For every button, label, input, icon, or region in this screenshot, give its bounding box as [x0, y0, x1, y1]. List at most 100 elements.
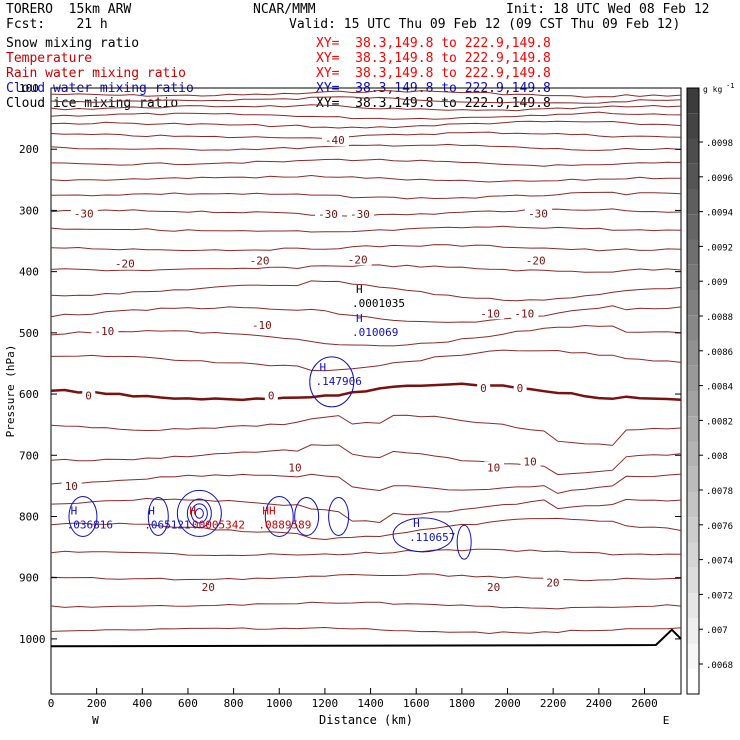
maximum-value: .00005342	[185, 519, 245, 532]
colorbar-cell	[687, 441, 699, 467]
colorbar-cell	[687, 239, 699, 265]
cloud-water-contour	[147, 496, 169, 536]
maximum-marker: H	[413, 517, 420, 530]
colorbar-unit-exponent: -1	[726, 82, 734, 90]
colorbar-cell	[687, 567, 699, 593]
isotherm-line	[50, 143, 682, 151]
x-tick-label: 2400	[586, 697, 613, 710]
forecast-hour: Fcst: 21 h	[6, 17, 108, 32]
colorbar-cell	[687, 618, 699, 644]
temperature-label-bg	[70, 207, 98, 220]
center-title: NCAR/MMM	[253, 2, 316, 17]
y-tick-label: 700	[19, 449, 39, 462]
colorbar-cell	[687, 365, 699, 391]
x-tick-label: 1200	[312, 697, 339, 710]
rain-core-contour	[186, 498, 212, 529]
maximum-value: .0001035	[352, 297, 405, 310]
rain-core-contour	[194, 508, 204, 519]
y-tick-label: 500	[19, 327, 39, 340]
colorbar-cell	[687, 163, 699, 189]
isotherm-line	[50, 89, 682, 98]
temperature-label: 0	[517, 382, 524, 395]
temperature-label: 20	[487, 581, 500, 594]
terrain-line	[50, 628, 682, 648]
colorbar-cell	[687, 290, 699, 316]
colorbar-tick-label: .0098	[706, 139, 733, 149]
maximum-value: .147906	[315, 375, 361, 388]
temperature-label: -40	[325, 134, 345, 147]
maximum-marker: H	[356, 283, 363, 296]
temperature-label-bg	[61, 479, 82, 492]
temperature-label-bg	[91, 325, 119, 338]
temperature-label: -20	[250, 255, 270, 268]
colorbar-cell	[687, 416, 699, 442]
temperature-label: 20	[202, 581, 215, 594]
colorbar-tick-label: .0092	[706, 243, 733, 253]
maximum-marker: H	[71, 505, 78, 518]
isotherm-line	[50, 517, 682, 541]
colorbar-cell	[687, 668, 699, 694]
colorbar-tick-label: .0086	[706, 348, 733, 358]
maximum-value: .065121	[144, 519, 190, 532]
temperature-label: -30	[74, 207, 94, 220]
isotherm-line	[50, 305, 682, 323]
field-label: Snow mixing ratio	[6, 36, 140, 51]
cloud-water-contour	[456, 524, 472, 560]
temperature-label-bg	[522, 254, 550, 267]
colorbar-cell	[687, 138, 699, 164]
model-title: TORERO 15km ARW	[6, 2, 132, 17]
colorbar-cell	[687, 492, 699, 518]
colorbar-cell	[687, 391, 699, 417]
x-axis-label: Distance (km)	[319, 713, 413, 727]
temperature-label-bg	[520, 455, 541, 468]
field-label: Temperature	[6, 51, 93, 66]
x-tick-label: 0	[48, 697, 55, 710]
x-tick-label: 2000	[494, 697, 521, 710]
y-tick-label: 200	[19, 143, 39, 156]
colorbar-tick-label: .0072	[706, 591, 733, 601]
west-label: W	[92, 714, 99, 727]
colorbar-cell	[687, 466, 699, 492]
colorbar-cell	[687, 214, 699, 240]
x-tick-label: 2200	[540, 697, 567, 710]
y-tick-label: 100	[19, 82, 39, 95]
cloud-water-contour	[264, 495, 294, 537]
x-tick-label: 1000	[266, 697, 293, 710]
isotherm-line	[50, 601, 682, 610]
isotherm-line	[50, 473, 682, 494]
temperature-label-bg	[477, 381, 491, 394]
temperature-label-bg	[344, 253, 372, 266]
maximum-marker: H	[148, 505, 155, 518]
valid-time: Valid: 15 UTC Thu 09 Feb 12 (09 CST Thu …	[289, 17, 681, 32]
temperature-label-bg	[321, 134, 349, 147]
isotherm-line	[50, 349, 682, 372]
temperature-label-bg	[511, 307, 539, 320]
temperature-label-bg	[543, 576, 564, 589]
colorbar-tick-label: .0078	[706, 487, 733, 497]
colorbar-tick-label: .008	[706, 452, 728, 462]
isotherm-line	[50, 158, 682, 167]
colorbar-tick-label: .007	[706, 626, 728, 636]
east-label: E	[663, 714, 670, 727]
plot-frame	[50, 87, 682, 695]
temperature-label: 10	[65, 480, 78, 493]
colorbar-tick-label: .0082	[706, 417, 733, 427]
colorbar-cell	[687, 542, 699, 568]
y-tick-label: 1000	[19, 633, 46, 646]
isotherm-line	[50, 626, 682, 635]
rain-core-contour	[190, 503, 208, 524]
colorbar-cell	[687, 340, 699, 366]
init-time: Init: 18 UTC Wed 08 Feb 12	[506, 2, 710, 17]
y-axis-label: Pressure (hPa)	[4, 345, 17, 438]
temperature-label: -30	[350, 208, 370, 221]
temperature-label-bg	[347, 208, 375, 221]
temperature-label-bg	[198, 580, 219, 593]
colorbar-cell	[687, 113, 699, 139]
colorbar-unit: g kg	[703, 85, 722, 94]
y-tick-label: 900	[19, 572, 39, 585]
x-tick-label: 800	[224, 697, 244, 710]
cloud-water-contour	[68, 495, 98, 537]
temperature-label-bg	[513, 381, 527, 394]
temperature-label: -10	[252, 319, 272, 332]
isotherm-line	[50, 225, 682, 233]
